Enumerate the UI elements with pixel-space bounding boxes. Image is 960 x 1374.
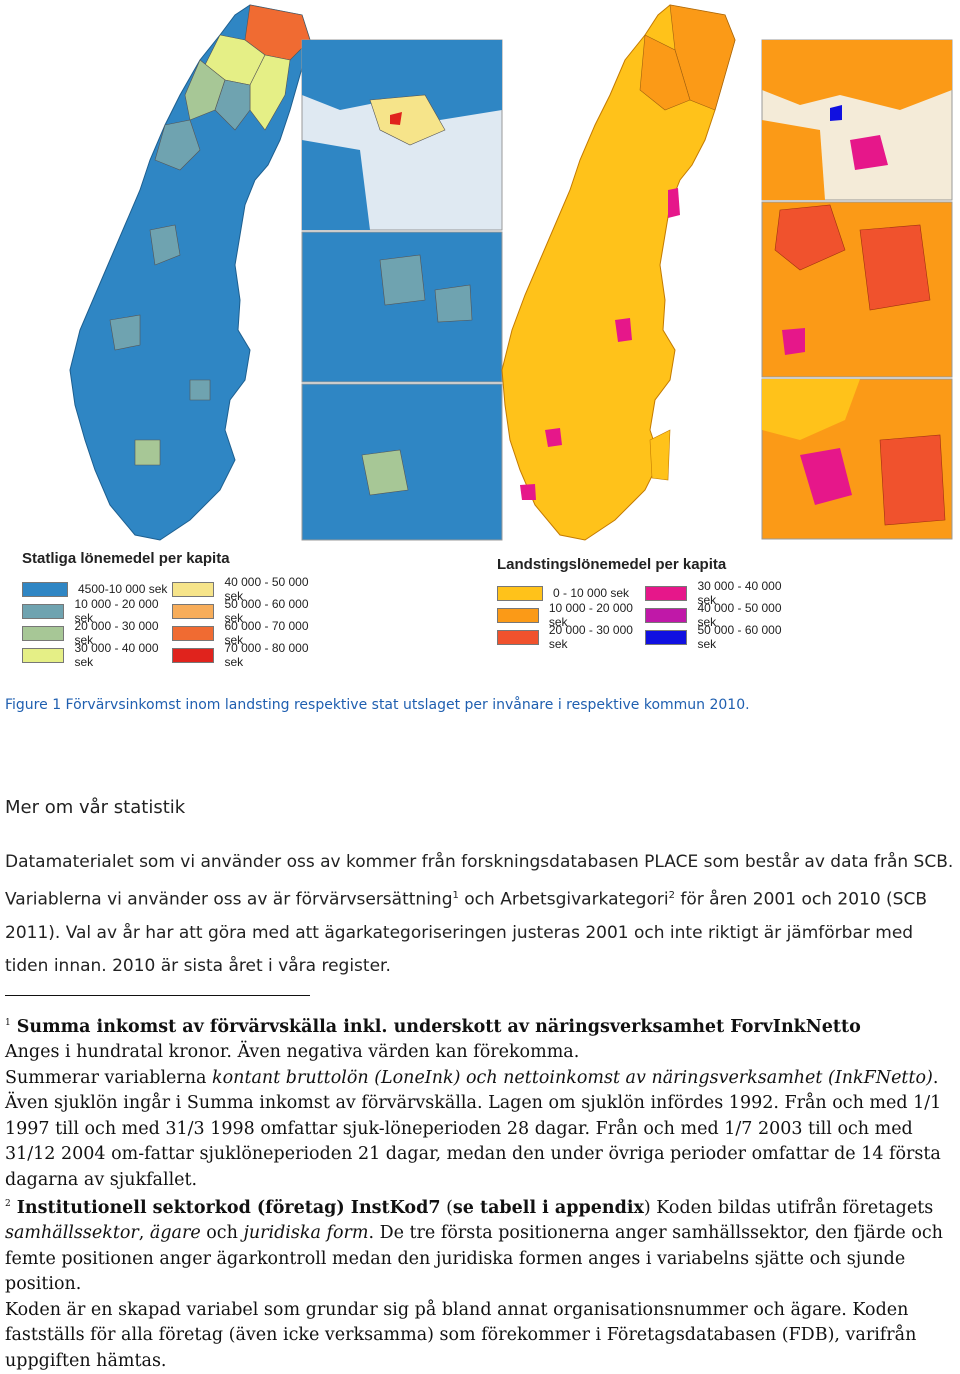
footnote-text: och bbox=[200, 1223, 244, 1244]
figure-caption: Figure 1 Förvärvsinkomst inom landsting … bbox=[5, 697, 750, 713]
legend-swatch bbox=[645, 607, 688, 623]
legend-right-title: Landstingslönemedel per kapita bbox=[497, 556, 727, 573]
footnote-text: . Även sjuklön ingår i Summa inkomst av … bbox=[5, 1067, 942, 1190]
legend-swatch bbox=[172, 603, 215, 619]
footnote-1: 1 Summa inkomst av förvärvskälla inkl. un… bbox=[5, 1011, 955, 1193]
legend-item: 0 - 10 000 sek bbox=[497, 582, 645, 604]
map-landsting bbox=[501, 4, 953, 541]
legend-label: 50 000 - 60 000 sek bbox=[697, 623, 782, 651]
legend-label: 70 000 - 80 000 sek bbox=[224, 641, 309, 669]
legend-label: 60 000 - 70 000 sek bbox=[224, 619, 309, 647]
legend-label: 20 000 - 30 000 sek bbox=[74, 619, 159, 647]
footnote-title: Summa inkomst av förvärvskälla inkl. und… bbox=[16, 1016, 861, 1037]
body-paragraph: Datamaterialet som vi använder oss av ko… bbox=[5, 846, 960, 983]
legend-item: 60 000 - 70 000 sek bbox=[172, 619, 322, 647]
legend-item: 40 000 - 50 000 sek bbox=[645, 601, 795, 629]
footnote-text: ( bbox=[440, 1197, 453, 1218]
sweden-shape-left bbox=[69, 4, 311, 541]
legend-label: 10 000 - 20 000 sek bbox=[548, 601, 633, 629]
legend-label: 40 000 - 50 000 sek bbox=[224, 575, 309, 603]
legend-item: 50 000 - 60 000 sek bbox=[645, 623, 795, 651]
footnote-title: Institutionell sektorkod (företag) InstK… bbox=[16, 1197, 441, 1218]
legend-label: 40 000 - 50 000 sek bbox=[697, 601, 782, 629]
footnote-mark: 2 bbox=[5, 1199, 11, 1209]
legend-item: 30 000 - 40 000 sek bbox=[22, 641, 172, 669]
footnote-italic: kontant bruttolön (LoneInk) och nettoink… bbox=[212, 1067, 933, 1088]
legend-swatch bbox=[172, 647, 215, 663]
legend-left-title: Statliga lönemedel per kapita bbox=[22, 550, 230, 567]
legend-item: 10 000 - 20 000 sek bbox=[22, 597, 172, 625]
footnote-ref-1[interactable]: 1 bbox=[452, 890, 459, 901]
legend-label: 0 - 10 000 sek bbox=[553, 586, 630, 600]
footnote-text: Koden är en skapad variabel som grundar … bbox=[5, 1299, 917, 1371]
legend-left: 4500-10 000 sek 40 000 - 50 000 sek 10 0… bbox=[22, 575, 322, 669]
footnote-ref-2[interactable]: 2 bbox=[668, 890, 675, 901]
legend-item: 40 000 - 50 000 sek bbox=[172, 575, 322, 603]
legend-swatch bbox=[497, 629, 539, 645]
legend-right: 0 - 10 000 sek 30 000 - 40 000 sek 10 00… bbox=[497, 579, 795, 651]
legend-item: 50 000 - 60 000 sek bbox=[172, 597, 322, 625]
legend-item: 20 000 - 30 000 sek bbox=[497, 623, 645, 651]
map-statliga bbox=[69, 4, 503, 541]
legend-label: 4500-10 000 sek bbox=[78, 582, 168, 596]
footnote-mark: 1 bbox=[5, 1018, 11, 1028]
footnote-text: ) Koden bildas utifrån företagets bbox=[643, 1197, 934, 1218]
footnote-text: Summerar variablerna bbox=[5, 1067, 213, 1088]
paragraph-text: Datamaterialet som vi använder oss av ko… bbox=[5, 852, 954, 910]
legend-label: 30 000 - 40 000 sek bbox=[74, 641, 159, 669]
footnote-text: Anges i hundratal kronor. Även negativa … bbox=[5, 1042, 580, 1063]
legend-item: 70 000 - 80 000 sek bbox=[172, 641, 322, 669]
legend-swatch bbox=[172, 625, 215, 641]
legend-swatch bbox=[22, 581, 68, 597]
legend-item: 30 000 - 40 000 sek bbox=[645, 579, 795, 607]
footnote-text: , bbox=[138, 1223, 150, 1244]
legend-swatch bbox=[645, 629, 688, 645]
legend-label: 10 000 - 20 000 sek bbox=[74, 597, 159, 625]
legend-swatch bbox=[22, 603, 65, 619]
legend-swatch bbox=[497, 585, 543, 601]
legend-item: 20 000 - 30 000 sek bbox=[22, 619, 172, 647]
legend-item: 4500-10 000 sek bbox=[22, 578, 172, 600]
legend-swatch bbox=[172, 581, 215, 597]
appendix-reference: se tabell i appendix bbox=[452, 1197, 644, 1218]
legend-swatch bbox=[22, 647, 65, 663]
paragraph-text: för åren 2001 och 2010 (SCB 2011). Val a… bbox=[5, 889, 928, 976]
footnote-italic: samhällssektor bbox=[5, 1223, 139, 1244]
legend-label: 50 000 - 60 000 sek bbox=[224, 597, 309, 625]
footnote-text: . De tre första positionerna anger samhä… bbox=[5, 1223, 943, 1295]
section-heading: Mer om vår statistik bbox=[5, 797, 186, 818]
footnote-separator bbox=[5, 995, 310, 996]
legend-swatch bbox=[645, 585, 688, 601]
sweden-shape-right bbox=[501, 4, 736, 541]
paragraph-text: och Arbetsgivarkategori bbox=[458, 889, 669, 910]
legend-swatch bbox=[497, 607, 539, 623]
legend-swatch bbox=[22, 625, 65, 641]
legend-item: 10 000 - 20 000 sek bbox=[497, 601, 645, 629]
legend-label: 30 000 - 40 000 sek bbox=[697, 579, 782, 607]
footnote-italic: ägare bbox=[149, 1223, 201, 1244]
footnote-italic: juridiska form bbox=[243, 1223, 369, 1244]
legend-label: 20 000 - 30 000 sek bbox=[548, 623, 633, 651]
footnote-2: 2 Institutionell sektorkod (företag) Inst… bbox=[5, 1192, 955, 1374]
